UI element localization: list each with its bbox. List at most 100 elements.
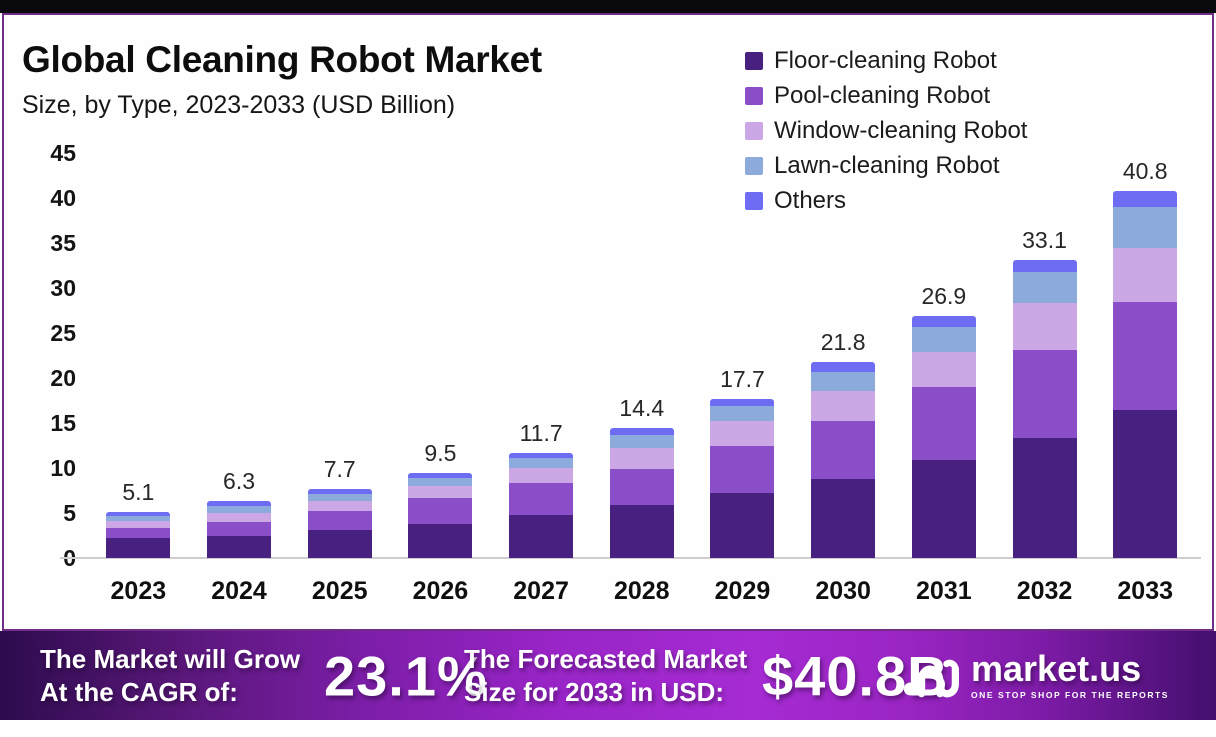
bar-segment-pool-cleaning-robot	[811, 421, 876, 479]
legend-swatch-icon	[745, 192, 763, 210]
bar-segment-others	[811, 361, 876, 372]
x-tick-label: 2033	[1117, 577, 1174, 605]
x-tick-label: 2031	[916, 577, 972, 605]
bar-column: 33.1 2032	[994, 153, 1095, 605]
legend-label: Others	[774, 187, 847, 214]
bar-segment-lawn-cleaning-robot	[207, 505, 272, 513]
bar-segment-pool-cleaning-robot	[106, 528, 171, 539]
bar-segment-window-cleaning-robot	[609, 448, 674, 469]
bar-segment-lawn-cleaning-robot	[408, 477, 473, 487]
bar-segment-others	[1113, 190, 1178, 208]
x-tick-label: 2025	[311, 577, 368, 605]
bar-stack	[811, 361, 876, 558]
bar-segment-lawn-cleaning-robot	[710, 405, 775, 422]
bar-segment-window-cleaning-robot	[307, 501, 372, 512]
cagr-value: 23.1%	[324, 644, 488, 707]
bar-stack	[911, 315, 976, 558]
bar-column: 11.7 2027	[491, 153, 592, 605]
y-tick-label: 25	[50, 320, 76, 346]
bar-total-label: 7.7	[323, 455, 356, 482]
bar-segment-others	[509, 452, 574, 459]
bar-total-label: 14.4	[619, 395, 665, 422]
bar-segment-lawn-cleaning-robot	[1113, 207, 1178, 248]
y-tick-label: 10	[50, 455, 76, 481]
bar-segment-pool-cleaning-robot	[509, 483, 574, 515]
bar-segment-floor-cleaning-robot	[408, 523, 473, 558]
bar-segment-floor-cleaning-robot	[207, 535, 272, 558]
bar-segment-window-cleaning-robot	[408, 486, 473, 498]
y-tick-label: 35	[50, 230, 76, 256]
y-tick-label: 40	[50, 185, 76, 211]
bar-segment-others	[609, 428, 674, 435]
bar-segment-others	[1012, 260, 1077, 272]
cagr-label-line1: The Market will Grow	[40, 643, 301, 674]
brand-name: market.us	[971, 648, 1142, 689]
forecast-label-line1: The Forecasted Market	[464, 643, 748, 674]
bar-column: 17.7 2029	[692, 153, 793, 605]
y-tick-label: 45	[50, 140, 76, 166]
chart-subtitle: Size, by Type, 2023-2033 (USD Billion)	[22, 91, 456, 119]
bar-stack	[207, 501, 272, 558]
legend-swatch-icon	[745, 52, 763, 70]
bar-segment-floor-cleaning-robot	[307, 530, 372, 558]
legend-swatch-icon	[745, 157, 763, 175]
x-tick-label: 2023	[110, 577, 167, 605]
cagr-label: The Market will Grow At the CAGR of:	[40, 643, 300, 709]
bar-segment-pool-cleaning-robot	[911, 387, 976, 460]
bar-segment-pool-cleaning-robot	[609, 468, 674, 505]
bar-segment-window-cleaning-robot	[911, 351, 976, 388]
brand-text: market.us ONE STOP SHOP FOR THE REPORTS	[971, 648, 1169, 701]
bar-segment-pool-cleaning-robot	[710, 445, 775, 494]
forecast-value: $40.8B	[762, 644, 949, 707]
forecast-label: The Forecasted Market Size for 2033 in U…	[464, 643, 747, 709]
x-tick-label: 2030	[815, 577, 871, 605]
bar-column: 6.3 2024	[189, 153, 290, 605]
legend-item: Window-cleaning Robot	[745, 117, 1028, 144]
bar-stack	[710, 398, 775, 558]
bar-total-label: 6.3	[223, 468, 256, 495]
bar-segment-others	[710, 398, 775, 406]
bar-segment-floor-cleaning-robot	[1113, 409, 1178, 558]
bar-column: 26.9 2031	[894, 153, 995, 605]
bar-segment-lawn-cleaning-robot	[307, 494, 372, 502]
bar-segment-lawn-cleaning-robot	[509, 458, 574, 469]
bar-segment-lawn-cleaning-robot	[1012, 271, 1077, 304]
bar-total-label: 26.9	[921, 282, 967, 309]
bar-stack	[1012, 260, 1077, 558]
bar-stack	[509, 452, 574, 558]
legend-label: Window-cleaning Robot	[774, 117, 1028, 144]
page-title: Global Cleaning Robot Market	[22, 39, 542, 80]
y-tick-label: 20	[50, 365, 76, 391]
bar-segment-floor-cleaning-robot	[609, 504, 674, 558]
bar-segment-pool-cleaning-robot	[1012, 350, 1077, 439]
bar-segment-lawn-cleaning-robot	[106, 515, 171, 522]
legend-item: Floor-cleaning Robot	[745, 47, 1027, 74]
y-axis: 051015202530354045	[4, 15, 76, 633]
brand-logo: market.us ONE STOP SHOP FOR THE REPORTS	[903, 651, 1169, 701]
bar-total-label: 21.8	[820, 328, 866, 355]
bar-segment-window-cleaning-robot	[710, 421, 775, 446]
bar-segment-window-cleaning-robot	[106, 521, 171, 529]
bar-column: 21.8 2030	[793, 153, 894, 605]
bar-segment-window-cleaning-robot	[207, 513, 272, 522]
bar-segment-floor-cleaning-robot	[710, 493, 775, 558]
x-tick-label: 2024	[211, 577, 267, 605]
bar-segment-window-cleaning-robot	[1012, 303, 1077, 351]
legend-swatch-icon	[745, 122, 763, 140]
bar-column: 14.4 2028	[591, 153, 692, 605]
x-tick-label: 2028	[613, 577, 670, 605]
bar-segment-floor-cleaning-robot	[911, 459, 976, 558]
cagr-label-line2: At the CAGR of:	[40, 676, 238, 707]
x-tick-label: 2027	[513, 577, 569, 605]
top-strip	[0, 0, 1216, 13]
bar-column: 5.1 2023	[88, 153, 189, 605]
y-tick-label: 5	[63, 500, 76, 526]
bar-segment-floor-cleaning-robot	[1012, 438, 1077, 558]
bar-segment-window-cleaning-robot	[811, 390, 876, 422]
bar-stack	[106, 512, 171, 558]
bar-segment-floor-cleaning-robot	[509, 514, 574, 558]
bar-segment-lawn-cleaning-robot	[609, 434, 674, 449]
brand-tagline: ONE STOP SHOP FOR THE REPORTS	[971, 690, 1169, 700]
bar-stack	[408, 472, 473, 558]
chart-panel: Global Cleaning Robot Market Size, by Ty…	[2, 13, 1214, 631]
